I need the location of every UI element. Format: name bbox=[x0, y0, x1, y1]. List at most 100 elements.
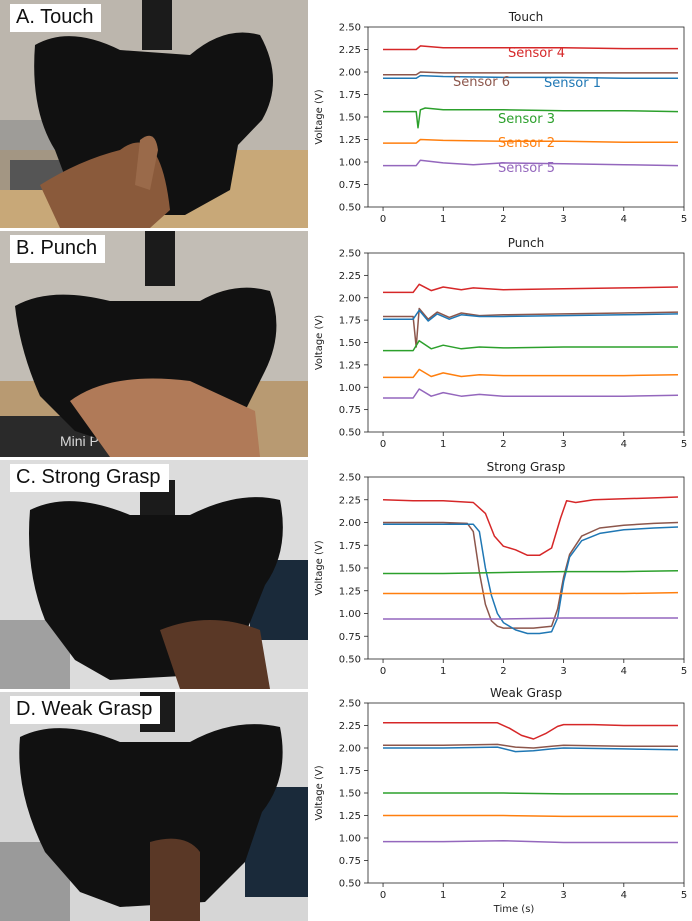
x-tick-label: 3 bbox=[560, 214, 566, 225]
y-tick-label: 1.50 bbox=[339, 113, 361, 124]
series-line-sensor-1 bbox=[383, 746, 679, 753]
chart-title: Weak Grasp bbox=[490, 686, 562, 700]
annotation-sensor-6: Sensor 6 bbox=[453, 75, 510, 90]
series-line-sensor-2 bbox=[383, 368, 679, 379]
x-tick-label: 2 bbox=[500, 666, 506, 677]
x-tick-label: 3 bbox=[560, 666, 566, 677]
x-tick-label: 0 bbox=[380, 214, 386, 225]
y-axis-label: Voltage (V) bbox=[314, 89, 325, 144]
panel-label-b: B. Punch bbox=[10, 235, 106, 263]
y-tick-label: 2.50 bbox=[339, 23, 361, 34]
series-line-sensor-3 bbox=[383, 107, 679, 129]
annotation-sensor-3: Sensor 3 bbox=[498, 112, 555, 127]
series-line-sensor-6 bbox=[383, 71, 678, 76]
x-tick-label: 3 bbox=[560, 890, 566, 901]
panel-label-d: D. Weak Grasp bbox=[10, 696, 161, 724]
y-tick-label: 0.75 bbox=[339, 180, 361, 191]
y-tick-label: 0.50 bbox=[339, 203, 361, 214]
photo-weak-grasp: D. Weak Grasp bbox=[0, 692, 308, 921]
chart-punch: Punch 0.50 0.75 1.00 1.25 1.50 1.75 2.00 2.25 2.5… bbox=[314, 236, 687, 450]
chart-weak-grasp: Weak Grasp 0.50 0.75 1.00 1.25 1.50 1.75 2.00 2.… bbox=[314, 686, 687, 915]
y-tick-label: 1.00 bbox=[339, 158, 361, 169]
x-tick-label: 4 bbox=[621, 890, 627, 901]
y-tick-label: 2.50 bbox=[339, 473, 361, 484]
x-tick-label: 1 bbox=[440, 890, 446, 901]
series-line-sensor-6 bbox=[383, 743, 678, 749]
y-tick-label: 0.75 bbox=[339, 405, 361, 416]
y-tick-label: 1.25 bbox=[339, 811, 361, 822]
chart-touch: Touch 0.50 0.75 1.00 1.25 1.50 1.75 2.00 2.25 2.5… bbox=[314, 10, 687, 225]
photo-touch: A. Touch bbox=[0, 0, 308, 228]
x-tick-label: 1 bbox=[440, 214, 446, 225]
y-tick-label: 2.00 bbox=[339, 518, 361, 529]
series-line-sensor-5 bbox=[383, 159, 679, 167]
y-axis-label: Voltage (V) bbox=[314, 315, 325, 370]
y-tick-label: 2.25 bbox=[339, 495, 361, 506]
series-line-sensor-2 bbox=[383, 814, 678, 818]
x-tick-label: 5 bbox=[681, 439, 687, 450]
y-tick-label: 1.00 bbox=[339, 609, 361, 620]
x-tick-label: 1 bbox=[440, 666, 446, 677]
series-line-sensor-5 bbox=[383, 388, 679, 399]
chart-strong-grasp: Strong Grasp 0.50 0.75 1.00 1.25 1.50 1.75 2.00… bbox=[314, 460, 687, 677]
y-tick-label: 1.50 bbox=[339, 789, 361, 800]
y-tick-label: 0.50 bbox=[339, 655, 361, 666]
x-tick-label: 4 bbox=[621, 666, 627, 677]
y-tick-label: 1.50 bbox=[339, 338, 361, 349]
series-line-sensor-3 bbox=[383, 339, 678, 352]
y-tick-label: 2.00 bbox=[339, 68, 361, 79]
y-tick-label: 2.00 bbox=[339, 293, 361, 304]
series-line-sensor-4 bbox=[383, 283, 679, 294]
y-tick-label: 0.50 bbox=[339, 879, 361, 890]
x-tick-label: 2 bbox=[500, 214, 506, 225]
series-line-sensor-3 bbox=[383, 569, 679, 575]
x-tick-label: 2 bbox=[500, 890, 506, 901]
x-tick-label: 5 bbox=[681, 666, 687, 677]
x-tick-label: 4 bbox=[621, 214, 627, 225]
y-tick-label: 1.75 bbox=[339, 766, 361, 777]
series-line-sensor-2 bbox=[383, 138, 678, 144]
panel-label-c: C. Strong Grasp bbox=[10, 464, 169, 492]
series-line-sensor-6 bbox=[383, 521, 679, 629]
device-label: Mini P bbox=[60, 433, 99, 449]
chart-title: Punch bbox=[508, 236, 544, 250]
y-axis-label: Voltage (V) bbox=[314, 540, 325, 595]
annotation-sensor-5: Sensor 5 bbox=[498, 161, 555, 176]
y-tick-label: 2.50 bbox=[339, 699, 361, 710]
series-line-sensor-3 bbox=[383, 792, 678, 795]
annotation-sensor-1: Sensor 1 bbox=[544, 76, 601, 91]
x-tick-label: 0 bbox=[380, 890, 386, 901]
y-tick-label: 2.50 bbox=[339, 249, 361, 260]
x-tick-label: 1 bbox=[440, 439, 446, 450]
y-tick-label: 1.75 bbox=[339, 316, 361, 327]
y-tick-label: 1.75 bbox=[339, 90, 361, 101]
series-line-sensor-6 bbox=[383, 307, 679, 348]
y-tick-label: 0.75 bbox=[339, 856, 361, 867]
charts-area: Touch 0.50 0.75 1.00 1.25 1.50 1.75 2.00 2.25 2.5… bbox=[314, 10, 687, 915]
x-tick-label: 4 bbox=[621, 439, 627, 450]
panel-label-a: A. Touch bbox=[10, 4, 102, 32]
series-line-sensor-2 bbox=[383, 591, 679, 595]
y-tick-label: 2.25 bbox=[339, 721, 361, 732]
y-tick-label: 2.25 bbox=[339, 45, 361, 56]
x-tick-label: 5 bbox=[681, 214, 687, 225]
y-tick-label: 1.50 bbox=[339, 564, 361, 575]
chart-title: Touch bbox=[508, 10, 543, 24]
series-line-sensor-1 bbox=[383, 74, 678, 80]
y-tick-label: 2.25 bbox=[339, 271, 361, 282]
y-tick-label: 1.75 bbox=[339, 541, 361, 552]
chart-title: Strong Grasp bbox=[487, 460, 566, 474]
y-tick-label: 0.50 bbox=[339, 428, 361, 439]
y-tick-label: 1.25 bbox=[339, 360, 361, 371]
series-line-sensor-1 bbox=[383, 309, 679, 322]
annotation-sensor-4: Sensor 4 bbox=[508, 46, 565, 61]
photo-strong-grasp: C. Strong Grasp bbox=[0, 460, 308, 689]
x-axis-label: Time (s) bbox=[493, 904, 535, 915]
y-tick-label: 2.00 bbox=[339, 744, 361, 755]
series-line-sensor-4 bbox=[383, 722, 678, 740]
x-tick-label: 3 bbox=[560, 439, 566, 450]
plot-frame bbox=[367, 476, 685, 660]
annotation-sensor-2: Sensor 2 bbox=[498, 136, 555, 151]
x-tick-label: 5 bbox=[681, 890, 687, 901]
x-tick-label: 2 bbox=[500, 439, 506, 450]
